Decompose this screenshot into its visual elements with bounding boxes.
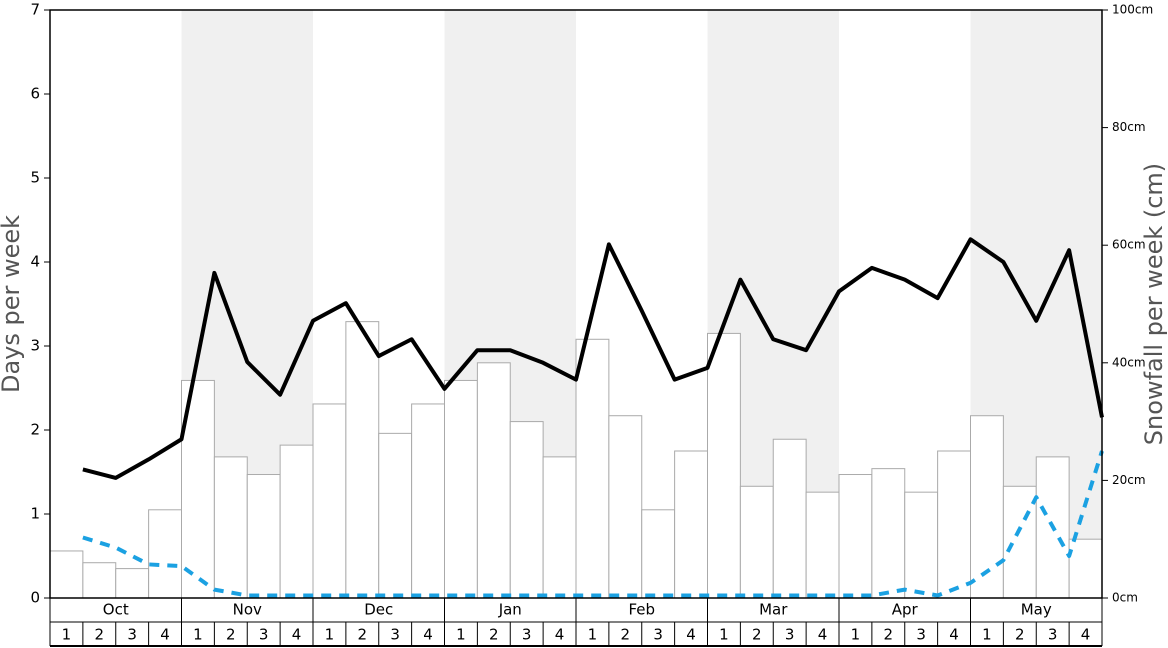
bar xyxy=(411,403,445,599)
x-tick-label: 3 xyxy=(259,626,269,644)
x-tick-label: 1 xyxy=(588,626,598,644)
y-tick-label: 7 xyxy=(30,1,40,19)
y-tick-label: 1 xyxy=(30,505,40,523)
bar xyxy=(1068,538,1103,599)
y-tick-label: 4 xyxy=(30,253,40,271)
axes: 0 1 2 3 4 5 6 7 0cm 20cm 40cm 60cm 80cm 100cm Oct Nov De… xyxy=(30,1,1153,647)
bar xyxy=(509,421,544,599)
bar xyxy=(871,468,906,599)
bar xyxy=(542,456,577,599)
x-tick-label: 4 xyxy=(1081,626,1091,644)
y-tick-label: 5 xyxy=(30,169,40,187)
bar xyxy=(213,456,248,599)
bar xyxy=(279,444,314,599)
x-tick-label: 3 xyxy=(653,626,663,644)
month-label: Mar xyxy=(759,601,788,619)
y2-tick-label: 40cm xyxy=(1112,355,1146,369)
bar xyxy=(904,491,939,599)
bar xyxy=(608,415,643,599)
bar xyxy=(772,438,807,599)
bar xyxy=(937,450,971,599)
bar xyxy=(707,332,741,599)
x-tick-label: 2 xyxy=(489,626,499,644)
bar xyxy=(312,403,347,599)
x-tick-label: 3 xyxy=(390,626,400,644)
y2-tick-label: 60cm xyxy=(1112,238,1146,252)
bar xyxy=(575,338,610,599)
y-tick-label: 3 xyxy=(30,337,40,355)
month-label: Feb xyxy=(628,601,655,619)
x-tick-label: 4 xyxy=(949,626,959,644)
bar xyxy=(805,491,840,599)
line xyxy=(82,237,1104,480)
x-tick-label: 2 xyxy=(884,626,894,644)
x-tick-label: 3 xyxy=(522,626,532,644)
y-tick-label: 0 xyxy=(30,589,40,607)
x-tick-label: 4 xyxy=(160,626,170,644)
x-tick-label: 4 xyxy=(292,626,302,644)
bar xyxy=(115,568,150,599)
x-tick-label: 2 xyxy=(95,626,105,644)
bar xyxy=(246,474,281,599)
month-label: May xyxy=(1021,601,1052,619)
bar xyxy=(444,379,478,599)
y2-tick-label: 80cm xyxy=(1112,120,1146,134)
x-tick-label: 2 xyxy=(621,626,631,644)
bar xyxy=(641,509,676,599)
bar xyxy=(378,432,413,599)
bar xyxy=(345,321,380,599)
x-tick-label: 2 xyxy=(752,626,762,644)
month-label: Jan xyxy=(498,601,522,619)
x-tick-label: 1 xyxy=(325,626,335,644)
bar xyxy=(82,562,117,599)
x-tick-label: 2 xyxy=(1015,626,1025,644)
y-tick-label: 6 xyxy=(30,85,40,103)
x-tick-label: 4 xyxy=(555,626,565,644)
dashed-line xyxy=(82,450,1104,598)
x-tick-label: 1 xyxy=(193,626,203,644)
month-label: Dec xyxy=(364,601,393,619)
marks xyxy=(49,237,1104,599)
x-tick-label: 4 xyxy=(686,626,696,644)
y2-tick-label: 100cm xyxy=(1112,3,1153,17)
y2-tick-label: 0cm xyxy=(1112,591,1138,605)
bar xyxy=(739,485,774,599)
x-tick-label: 3 xyxy=(916,626,926,644)
x-tick-label: 3 xyxy=(1048,626,1058,644)
x-tick-label: 2 xyxy=(358,626,368,644)
bar xyxy=(838,474,873,599)
x-tick-label: 3 xyxy=(127,626,137,644)
y-axis-title: Days per week xyxy=(0,215,25,393)
x-tick-label: 3 xyxy=(785,626,795,644)
y-tick-label: 2 xyxy=(30,421,40,439)
x-tick-label: 4 xyxy=(423,626,433,644)
y2-axis-title: Snowfall per week (cm) xyxy=(1140,163,1168,445)
bar xyxy=(674,450,708,599)
month-label: Oct xyxy=(103,601,129,619)
x-tick-label: 1 xyxy=(719,626,729,644)
x-tick-label: 1 xyxy=(456,626,466,644)
x-tick-label: 1 xyxy=(851,626,861,644)
x-tick-label: 4 xyxy=(818,626,828,644)
bar xyxy=(148,509,182,599)
y2-tick-label: 20cm xyxy=(1112,473,1146,487)
x-tick-label: 2 xyxy=(226,626,236,644)
month-label: Apr xyxy=(892,601,919,619)
x-tick-label: 1 xyxy=(982,626,992,644)
month-label: Nov xyxy=(233,601,262,619)
x-tick-label: 1 xyxy=(62,626,72,644)
bar xyxy=(476,362,511,599)
bar xyxy=(49,550,84,599)
